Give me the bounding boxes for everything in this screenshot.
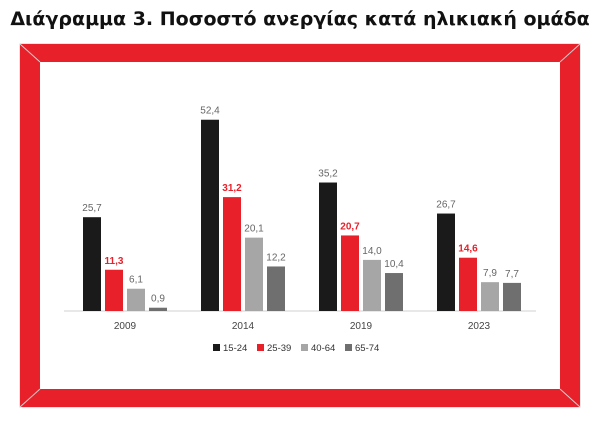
legend-swatch-25-39	[257, 344, 264, 351]
data-label-2019-65-74: 10,4	[384, 259, 404, 270]
legend: 15-24 25-39 40-64 65-74	[213, 343, 379, 354]
bar-2009-65-74	[149, 307, 167, 311]
x-tick-2009: 2009	[114, 321, 137, 332]
bar-2014-65-74	[267, 266, 285, 311]
bar-2014-25-39	[223, 197, 241, 311]
legend-swatch-65-74	[345, 344, 352, 351]
data-label-2023-15-24: 26,7	[436, 200, 456, 211]
legend-label-40-64: 40-64	[311, 343, 335, 354]
bar-2009-15-24	[83, 217, 101, 311]
data-label-2019-40-64: 14,0	[362, 246, 382, 257]
bar-2023-25-39	[459, 257, 477, 311]
data-label-2023-40-64: 7,9	[483, 268, 497, 279]
bar-2009-25-39	[105, 269, 123, 311]
legend-swatch-15-24	[213, 344, 220, 351]
data-label-2023-25-39: 14,6	[458, 244, 478, 255]
bar-2019-15-24	[319, 182, 337, 311]
bar-2019-65-74	[385, 273, 403, 311]
frame-corner-tr	[559, 43, 581, 63]
frame-corner-br	[559, 388, 581, 408]
frame-corner-tl	[19, 43, 41, 63]
chart-area	[40, 62, 560, 389]
bar-2023-15-24	[437, 213, 455, 311]
x-tick-2023: 2023	[468, 321, 491, 332]
x-ticks-group: 2009 2014 2019 2023	[114, 321, 491, 332]
data-label-2009-25-39: 11,3	[105, 256, 124, 267]
frame	[19, 43, 581, 408]
data-label-2009-40-64: 6,1	[129, 275, 143, 286]
x-tick-2019: 2019	[350, 321, 373, 332]
bar-2014-40-64	[245, 237, 263, 311]
data-label-2009-65-74: 0,9	[151, 294, 165, 305]
chart-title: Διάγραμμα 3. Ποσοστό ανεργίας κατά ηλικι…	[10, 8, 590, 30]
bar-2014-15-24	[201, 119, 219, 312]
legend-swatch-40-64	[301, 344, 308, 351]
frame-corner-bl	[19, 388, 41, 408]
data-label-2009-15-24: 25,7	[82, 203, 102, 214]
data-label-2023-65-74: 7,7	[505, 269, 519, 280]
legend-label-65-74: 65-74	[355, 343, 379, 354]
legend-label-25-39: 25-39	[267, 343, 291, 354]
data-label-2014-65-74: 12,2	[266, 252, 286, 263]
bar-2019-25-39	[341, 235, 359, 311]
data-label-2014-40-64: 20,1	[244, 224, 264, 235]
x-tick-2014: 2014	[232, 321, 255, 332]
data-label-2014-15-24: 52,4	[200, 106, 220, 117]
bar-2023-65-74	[503, 282, 521, 311]
bars-group: 25,7 11,3 6,1 0,9 52,4 31,2 20,1 12,2 35,2 20,7 14…	[82, 106, 521, 312]
data-label-2019-15-24: 35,2	[318, 169, 338, 180]
bar-2009-40-64	[127, 288, 145, 311]
data-label-2019-25-39: 20,7	[340, 221, 360, 232]
data-label-2014-25-39: 31,2	[222, 183, 242, 194]
legend-label-15-24: 15-24	[223, 343, 247, 354]
bar-2023-40-64	[481, 282, 499, 311]
bar-2019-40-64	[363, 259, 381, 311]
